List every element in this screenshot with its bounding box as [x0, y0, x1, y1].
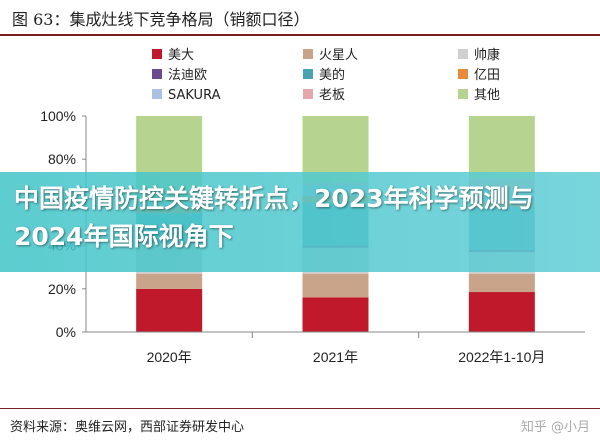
legend-label: SAKURA	[168, 88, 221, 103]
legend-swatch	[458, 89, 468, 99]
legend-label: 火星人	[319, 48, 358, 63]
legend-label: 美的	[319, 67, 345, 83]
x-tick-label: 2021年	[313, 349, 358, 365]
bar-segment	[302, 116, 369, 183]
x-tick-label: 2020年	[147, 349, 192, 365]
y-tick-label: 0%	[56, 324, 76, 340]
y-tick-label: 100%	[40, 108, 76, 124]
y-tick-label: 20%	[48, 281, 76, 297]
figure-title: 图 63：集成灶线下竞争格局（销额口径）	[12, 10, 310, 29]
legend-label: 美大	[168, 48, 194, 63]
legend-swatch	[303, 49, 313, 59]
legend-swatch	[303, 89, 313, 99]
legend-label: 其他	[474, 88, 500, 103]
x-axis: 2020年 2021年 2022年1-10月	[86, 331, 585, 365]
legend-label: 老板	[319, 88, 345, 103]
bar-segment	[468, 116, 535, 179]
figure-header: 图 63：集成灶线下竞争格局（销额口径）	[0, 0, 600, 36]
legend-label: 帅康	[474, 47, 500, 63]
legend-swatch	[458, 49, 468, 59]
legend-swatch	[152, 89, 162, 99]
bar-segment	[302, 297, 369, 332]
footer-divider	[0, 408, 600, 409]
banner-text: 中国疫情防控关键转折点，2023年科学预测与2024年国际视角下	[14, 184, 534, 251]
y-tick-label: 80%	[48, 151, 76, 167]
legend-label: 亿田	[474, 68, 500, 83]
bar-segment	[136, 288, 203, 332]
legend-swatch	[152, 69, 162, 79]
x-tick-label: 2022年1-10月	[458, 349, 545, 365]
bar-segment	[468, 292, 535, 332]
overlay-banner: 中国疫情防控关键转折点，2023年科学预测与2024年国际视角下	[0, 172, 600, 272]
legend-swatch	[458, 69, 468, 79]
bar-segment	[136, 273, 203, 289]
source-note: 资料来源：奥维云网，西部证券研发中心	[10, 420, 245, 435]
legend-swatch	[303, 69, 313, 79]
bar-segment	[302, 273, 369, 298]
legend-label: 法迪欧	[168, 68, 207, 83]
watermark: 知乎 @小月	[520, 420, 590, 435]
bar-segment	[468, 273, 535, 293]
legend-swatch	[152, 49, 162, 59]
